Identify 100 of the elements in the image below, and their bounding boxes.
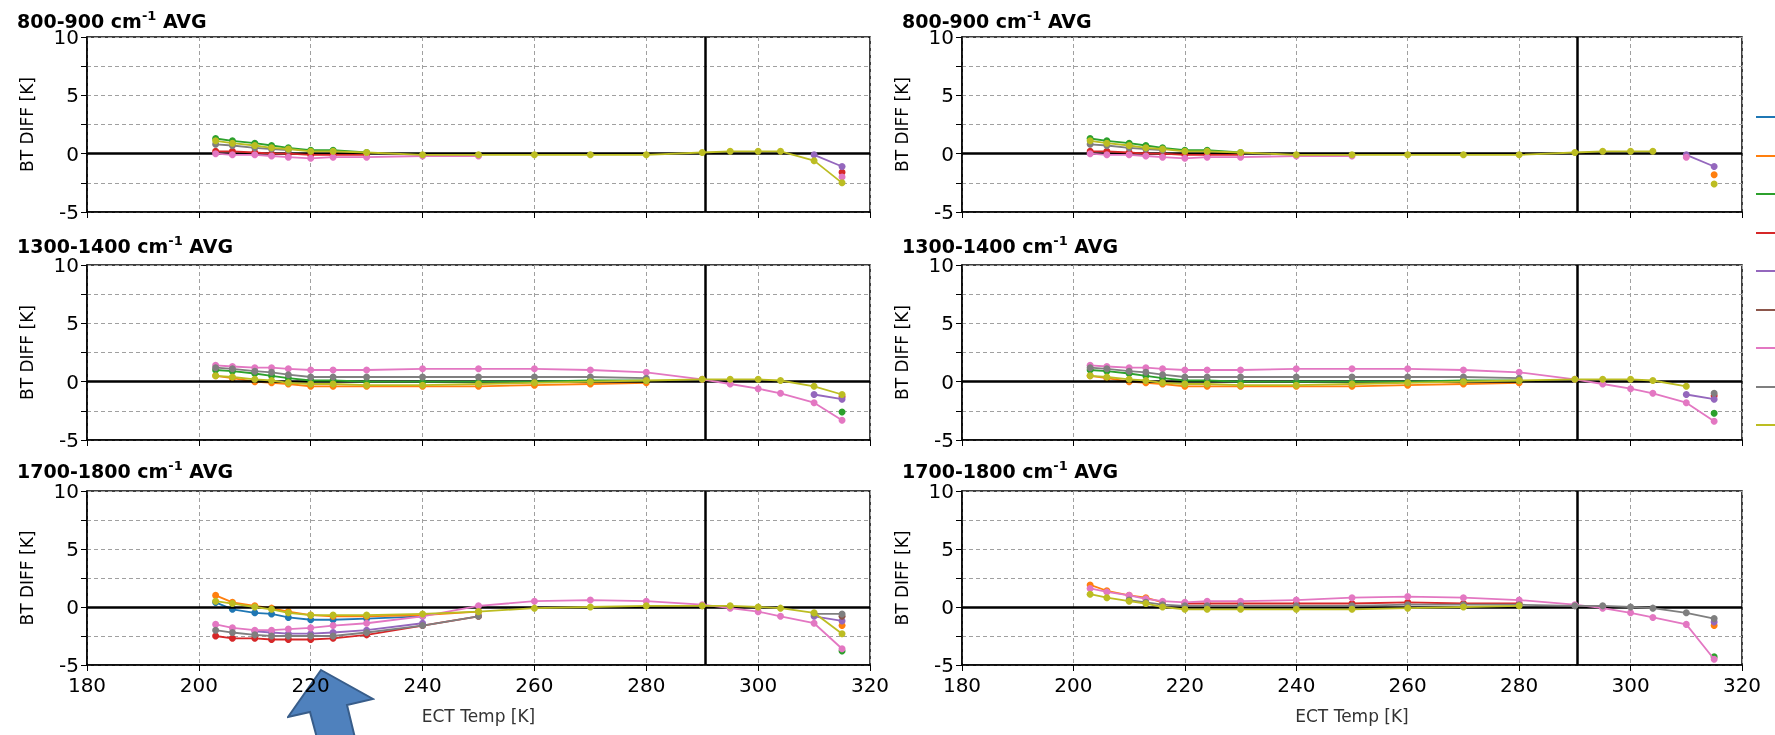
x-tick-label: 300 bbox=[739, 673, 778, 697]
x-tick-label: 320 bbox=[1722, 673, 1762, 697]
point bbox=[1627, 603, 1635, 611]
point bbox=[1348, 365, 1356, 373]
y-tick-label: 5 bbox=[941, 537, 954, 561]
point bbox=[1649, 604, 1657, 612]
point bbox=[777, 612, 785, 620]
point bbox=[307, 624, 315, 632]
point bbox=[810, 391, 818, 398]
point bbox=[1627, 375, 1635, 383]
point bbox=[268, 368, 276, 376]
point bbox=[586, 596, 594, 604]
point bbox=[307, 366, 315, 374]
point bbox=[1710, 163, 1718, 170]
point bbox=[1237, 373, 1245, 381]
point bbox=[475, 602, 482, 610]
point bbox=[642, 151, 650, 159]
point bbox=[530, 365, 538, 373]
point bbox=[642, 602, 650, 610]
point bbox=[838, 630, 846, 638]
x-axis-title: ECT Temp [K] bbox=[1295, 705, 1409, 726]
point bbox=[475, 373, 482, 381]
point bbox=[530, 604, 538, 612]
point bbox=[1710, 417, 1718, 425]
point bbox=[212, 591, 220, 599]
point bbox=[754, 385, 762, 393]
point bbox=[810, 382, 818, 390]
y-axis-title: BT DIFF [K] bbox=[16, 530, 37, 626]
x-tick-label: 200 bbox=[179, 673, 218, 697]
point bbox=[777, 389, 785, 397]
point bbox=[586, 366, 594, 374]
point bbox=[530, 597, 538, 605]
y-tick-label: 5 bbox=[941, 83, 954, 108]
point bbox=[1103, 151, 1111, 159]
x-tick-label: 260 bbox=[1388, 673, 1427, 697]
point bbox=[363, 366, 371, 374]
y-axis-title: BT DIFF [K] bbox=[16, 305, 37, 400]
point bbox=[1649, 613, 1657, 621]
point bbox=[1404, 151, 1412, 159]
point bbox=[726, 375, 734, 383]
y-tick-label: 5 bbox=[66, 311, 79, 336]
point bbox=[838, 163, 846, 170]
point bbox=[1682, 609, 1690, 617]
point bbox=[1682, 620, 1690, 628]
point bbox=[1348, 594, 1356, 602]
x-tick-label: 220 bbox=[1165, 673, 1204, 697]
point bbox=[1682, 399, 1690, 407]
point bbox=[1627, 385, 1635, 393]
y-tick-label: 0 bbox=[941, 369, 954, 394]
x-tick-label: 240 bbox=[403, 673, 442, 697]
x-tick-label: 300 bbox=[1611, 673, 1650, 697]
point bbox=[1515, 368, 1523, 376]
point bbox=[1237, 366, 1245, 374]
point bbox=[228, 151, 236, 159]
point bbox=[1627, 147, 1635, 155]
point bbox=[777, 377, 785, 384]
point bbox=[251, 609, 259, 617]
point bbox=[419, 365, 427, 373]
y-tick-label: 5 bbox=[66, 537, 79, 561]
point bbox=[1649, 389, 1657, 397]
x-tick-label: 240 bbox=[1277, 673, 1316, 697]
point bbox=[1710, 409, 1718, 417]
point bbox=[810, 157, 818, 165]
y-tick-label: 5 bbox=[941, 311, 954, 336]
point bbox=[1404, 365, 1412, 373]
point bbox=[1599, 375, 1607, 383]
point bbox=[212, 632, 220, 640]
point bbox=[284, 365, 292, 373]
point bbox=[1459, 594, 1467, 602]
y-tick-label: 0 bbox=[66, 369, 79, 394]
point bbox=[284, 625, 292, 633]
point bbox=[1159, 365, 1167, 373]
point bbox=[212, 620, 220, 628]
point bbox=[698, 149, 706, 156]
point bbox=[1404, 593, 1412, 601]
point bbox=[586, 151, 594, 159]
y-axis-title: BT DIFF [K] bbox=[891, 77, 912, 172]
point bbox=[586, 603, 594, 611]
y-tick-label: 5 bbox=[66, 83, 79, 108]
y-axis-title: BT DIFF [K] bbox=[891, 305, 912, 400]
point bbox=[1459, 151, 1467, 159]
y-tick-label: 10 bbox=[53, 253, 79, 277]
point bbox=[1292, 373, 1300, 381]
point bbox=[754, 147, 762, 155]
x-tick-label: 320 bbox=[850, 673, 890, 697]
point bbox=[810, 619, 818, 627]
x-tick-label: 280 bbox=[1500, 673, 1539, 697]
y-tick-label: 0 bbox=[66, 141, 79, 166]
y-axis-title: BT DIFF [K] bbox=[16, 77, 37, 172]
y-tick-label: 10 bbox=[928, 479, 954, 503]
y-tick-label: -5 bbox=[934, 428, 954, 452]
point bbox=[419, 373, 427, 381]
point bbox=[1682, 391, 1690, 398]
point bbox=[1142, 368, 1150, 376]
point bbox=[475, 365, 482, 373]
point bbox=[642, 368, 650, 376]
point bbox=[1599, 147, 1607, 155]
point bbox=[838, 179, 846, 187]
y-axis-title: BT DIFF [K] bbox=[891, 530, 912, 626]
point bbox=[268, 632, 276, 640]
